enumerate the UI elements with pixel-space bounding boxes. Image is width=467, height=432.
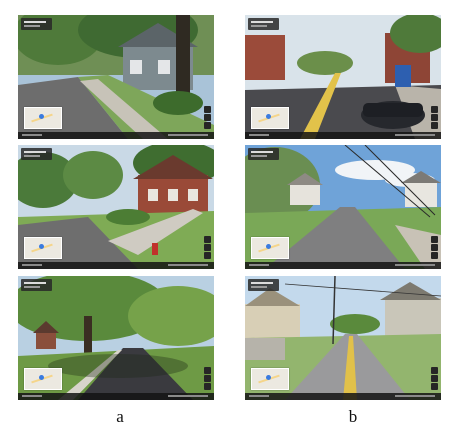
minimap [251, 237, 289, 259]
street-view-a1 [18, 15, 214, 139]
minimap [251, 107, 289, 129]
street-view-a2 [18, 145, 214, 269]
address-card [21, 148, 52, 160]
address-card [21, 279, 52, 291]
status-bar [245, 132, 441, 139]
address-card [248, 148, 279, 160]
column-label-a: a [116, 407, 124, 426]
zoom-controls [431, 105, 438, 129]
address-card [21, 18, 52, 30]
minimap [24, 107, 62, 129]
street-view-b3-image [245, 276, 441, 400]
status-bar [245, 262, 441, 269]
street-view-b1 [245, 15, 441, 139]
minimap [24, 237, 62, 259]
street-view-b3 [245, 276, 441, 400]
status-bar [18, 393, 214, 400]
address-card [248, 18, 279, 30]
status-bar [18, 132, 214, 139]
address-card [248, 279, 279, 291]
zoom-controls [204, 105, 211, 129]
zoom-controls [204, 235, 211, 259]
street-view-a1-image [18, 15, 214, 139]
street-view-a3-image [18, 276, 214, 400]
status-bar [18, 262, 214, 269]
street-view-b1-image [245, 15, 441, 139]
zoom-controls [431, 366, 438, 390]
minimap [251, 368, 289, 390]
minimap [24, 368, 62, 390]
street-view-b2 [245, 145, 441, 269]
zoom-controls [431, 235, 438, 259]
zoom-controls [204, 366, 211, 390]
column-label-b: b [348, 407, 358, 426]
street-view-a3 [18, 276, 214, 400]
status-bar [245, 393, 441, 400]
